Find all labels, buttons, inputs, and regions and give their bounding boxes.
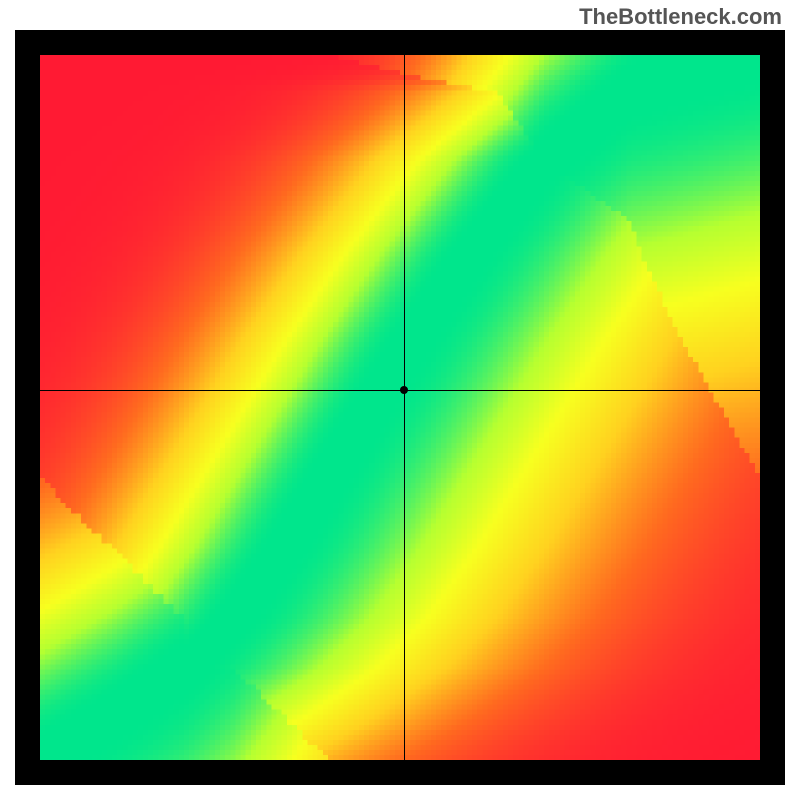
crosshair-vertical	[404, 55, 405, 760]
plot-frame	[15, 30, 785, 785]
watermark: TheBottleneck.com	[579, 4, 782, 30]
marker-dot	[400, 386, 408, 394]
plot-area	[40, 55, 760, 760]
heatmap-canvas	[40, 55, 760, 760]
